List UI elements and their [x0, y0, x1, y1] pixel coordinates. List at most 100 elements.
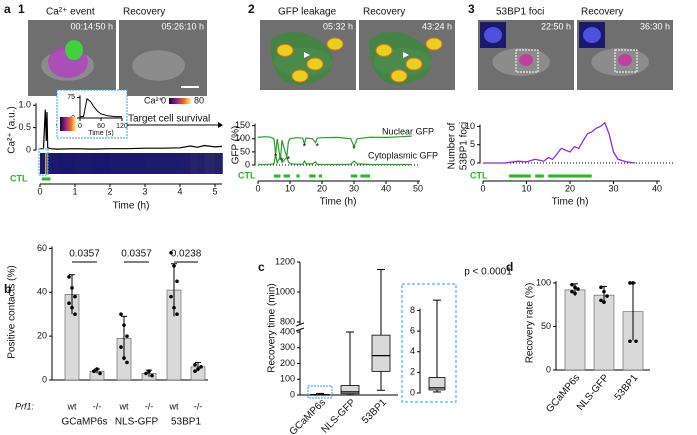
ctl-label: CTL	[10, 173, 28, 183]
cell	[132, 50, 186, 81]
ca-signal	[65, 40, 83, 60]
axis-break	[295, 322, 305, 332]
data-point	[599, 298, 603, 303]
heat-cell	[47, 153, 51, 174]
timestamp: 05:26:10 h	[161, 21, 204, 31]
box	[340, 385, 360, 395]
x-tick-label: 120	[116, 123, 128, 130]
y-tick-label: 8	[410, 305, 415, 315]
data-point	[193, 362, 197, 367]
image-caption: GFP leakage	[278, 7, 337, 18]
heat-cell	[204, 153, 215, 174]
y-axis-title: Positive contacts (%)	[7, 265, 18, 358]
ctl-segment	[535, 174, 544, 178]
y-tick-label: 20	[37, 331, 47, 341]
y-tick-label: 50	[541, 321, 551, 331]
data-point	[98, 371, 102, 376]
data-point	[122, 323, 126, 327]
data-point	[150, 373, 154, 378]
data-point	[67, 275, 71, 279]
x-tick-label: 2	[107, 186, 112, 196]
y-tick-label: 150	[235, 120, 250, 130]
panel-label: a	[4, 2, 11, 16]
nucleus	[306, 57, 324, 71]
ctl-segment	[318, 174, 322, 178]
nucleus	[425, 37, 443, 51]
y-tick-label: 0	[26, 144, 31, 154]
arrow-head	[218, 122, 223, 128]
y-tick-label: 50	[240, 146, 250, 156]
data-point	[175, 279, 179, 284]
data-point	[125, 334, 129, 338]
data-line	[258, 153, 412, 166]
data-point	[144, 371, 148, 376]
x-axis-title: Time (s)	[88, 130, 113, 137]
x-tick-label: 0	[255, 183, 260, 193]
timestamp: 43:24 h	[422, 21, 452, 31]
image-caption: 53BP1 foci	[496, 7, 544, 18]
x-axis-title: Time (h)	[552, 197, 589, 208]
x-tick-label: 4	[177, 186, 182, 196]
x-tick-label: 10	[285, 183, 295, 193]
x-axis-title: Time (h)	[113, 201, 150, 212]
series-label: Nuclear GFP	[382, 126, 434, 136]
x-tick-label: GCaMP6s	[544, 373, 582, 415]
y-tick-label: 10	[465, 121, 475, 131]
nucleus	[390, 69, 408, 83]
heat-cell	[50, 153, 58, 174]
roi-box	[614, 49, 638, 73]
heat-cell	[222, 153, 223, 174]
heat-cell	[145, 153, 163, 174]
data-point	[73, 294, 77, 299]
data-point	[576, 287, 580, 291]
x-axis-title: Time (h)	[320, 197, 357, 208]
y-axis-title: 53BP1 foci	[459, 122, 470, 170]
colorbar-label: Ca²⁺	[144, 95, 164, 105]
timestamp: 05:32 h	[323, 21, 353, 31]
y-tick-label: 0	[42, 374, 47, 384]
x-tick-label: 20	[565, 183, 575, 193]
y-tick-label: 1000	[275, 286, 295, 296]
data-point	[193, 369, 197, 374]
data-point	[119, 345, 123, 349]
ctl-segment	[360, 174, 370, 178]
nucleus	[583, 27, 601, 43]
y-tick-label: 0	[410, 387, 415, 397]
timestamp: 22:50 h	[541, 21, 571, 31]
x-tick-label: 3	[142, 186, 147, 196]
y-tick-label: 100	[280, 374, 295, 384]
data-point	[602, 300, 606, 304]
y-tick-label: 0	[245, 159, 250, 169]
y-tick-label: 1200	[275, 256, 295, 266]
y-tick-label: 5	[470, 139, 475, 149]
ctl-label: CTL	[470, 170, 488, 180]
panel-number: 2	[248, 2, 255, 16]
asterisk: *	[315, 142, 319, 152]
y-tick-label: 4	[410, 346, 415, 356]
data-point	[169, 294, 173, 299]
x-tick-label: -/-	[93, 401, 102, 411]
heat-cell	[190, 153, 198, 174]
data-point	[172, 264, 176, 268]
x-tick-label: 5	[212, 186, 217, 196]
y-axis-title: Recovery time (min)	[267, 283, 278, 372]
x-tick-label: 0	[480, 183, 485, 193]
ctl-label: CTL	[238, 170, 256, 180]
highlight-box	[307, 385, 333, 399]
nucleus	[291, 69, 309, 83]
heat-cell	[110, 153, 128, 174]
y-tick-label: 100	[235, 133, 250, 143]
series-label: Cytoplasmic GFP	[368, 150, 438, 160]
data-point	[628, 339, 632, 344]
data-point	[125, 360, 129, 365]
y-tick-label: 800	[280, 316, 295, 326]
group-label: NLS-GFP	[115, 417, 159, 428]
data-point	[92, 369, 96, 374]
foci	[519, 54, 533, 66]
data-line	[40, 109, 223, 150]
data-point	[631, 281, 635, 285]
p-value: 0.0357	[121, 249, 152, 260]
heat-cell	[197, 153, 205, 174]
y-axis-title: Recovery rate (%)	[525, 283, 536, 364]
data-point	[119, 312, 123, 316]
